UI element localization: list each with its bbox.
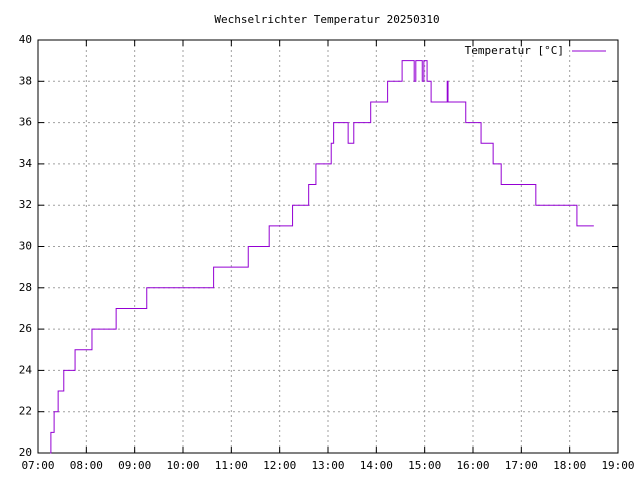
x-tick-label: 09:00 [118,459,151,472]
x-tick-label: 19:00 [601,459,634,472]
x-tick-label: 10:00 [166,459,199,472]
y-tick-label: 26 [19,322,32,335]
y-tick-label: 30 [19,240,32,253]
legend-label: Temperatur [°C] [465,44,564,57]
y-tick-label: 20 [19,446,32,459]
x-tick-label: 13:00 [311,459,344,472]
x-tick-label: 16:00 [456,459,489,472]
y-tick-label: 36 [19,116,32,129]
chart-title: Wechselrichter Temperatur 20250310 [214,13,439,26]
x-tick-label: 17:00 [505,459,538,472]
y-tick-label: 24 [19,363,33,376]
x-tick-label: 08:00 [70,459,103,472]
data-line [50,60,594,454]
x-tick-label: 11:00 [215,459,248,472]
y-tick-label: 28 [19,281,32,294]
x-tick-label: 14:00 [360,459,393,472]
y-tick-label: 34 [19,157,33,170]
y-tick-label: 40 [19,33,32,46]
y-tick-label: 38 [19,74,32,87]
x-tick-label: 07:00 [21,459,54,472]
plot-border [37,39,619,454]
x-tick-label: 12:00 [263,459,296,472]
y-tick-label: 22 [19,405,32,418]
x-tick-label: 15:00 [408,459,441,472]
x-tick-label: 18:00 [553,459,586,472]
y-tick-label: 32 [19,198,32,211]
